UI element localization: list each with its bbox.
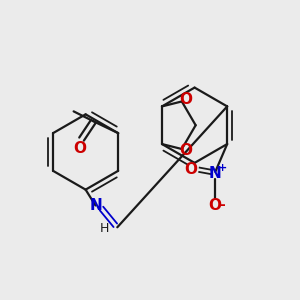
Text: H: H — [100, 222, 109, 235]
Text: O: O — [208, 198, 221, 213]
Text: +: + — [218, 163, 227, 173]
Text: N: N — [209, 166, 222, 181]
Text: O: O — [73, 140, 86, 155]
Text: O: O — [179, 143, 192, 158]
Text: -: - — [219, 199, 225, 212]
Text: O: O — [179, 92, 192, 107]
Text: O: O — [184, 162, 197, 177]
Text: N: N — [90, 198, 103, 213]
